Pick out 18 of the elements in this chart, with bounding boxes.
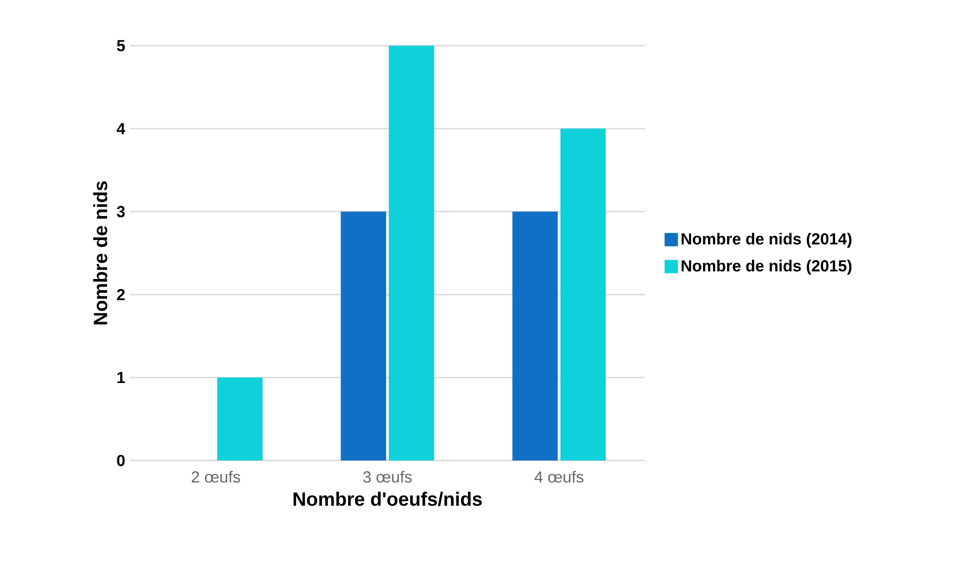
bar <box>388 46 434 461</box>
y-tick-label: 2 <box>117 289 125 300</box>
bar <box>340 212 386 461</box>
bar <box>512 212 558 461</box>
x-tick-label: 4 œufs <box>534 471 584 483</box>
x-tick-label: 3 œufs <box>363 471 412 483</box>
legend-label: Nombre de nids (2015) <box>682 260 852 275</box>
legend-label: Nombre de nids (2014) <box>682 233 852 248</box>
x-tick-label: 2 œufs <box>192 471 240 483</box>
x-axis-title: Nombre d'oeufs/nids <box>294 492 482 506</box>
y-tick-label: 4 <box>116 123 126 134</box>
bar <box>560 128 606 461</box>
y-tick-label: 0 <box>117 455 125 466</box>
y-axis-title: Nombre de nids <box>93 182 108 325</box>
y-tick-label: 5 <box>116 40 125 52</box>
bar <box>217 378 263 461</box>
y-tick-label: 3 <box>116 206 125 218</box>
y-tick-label: 1 <box>117 372 125 384</box>
